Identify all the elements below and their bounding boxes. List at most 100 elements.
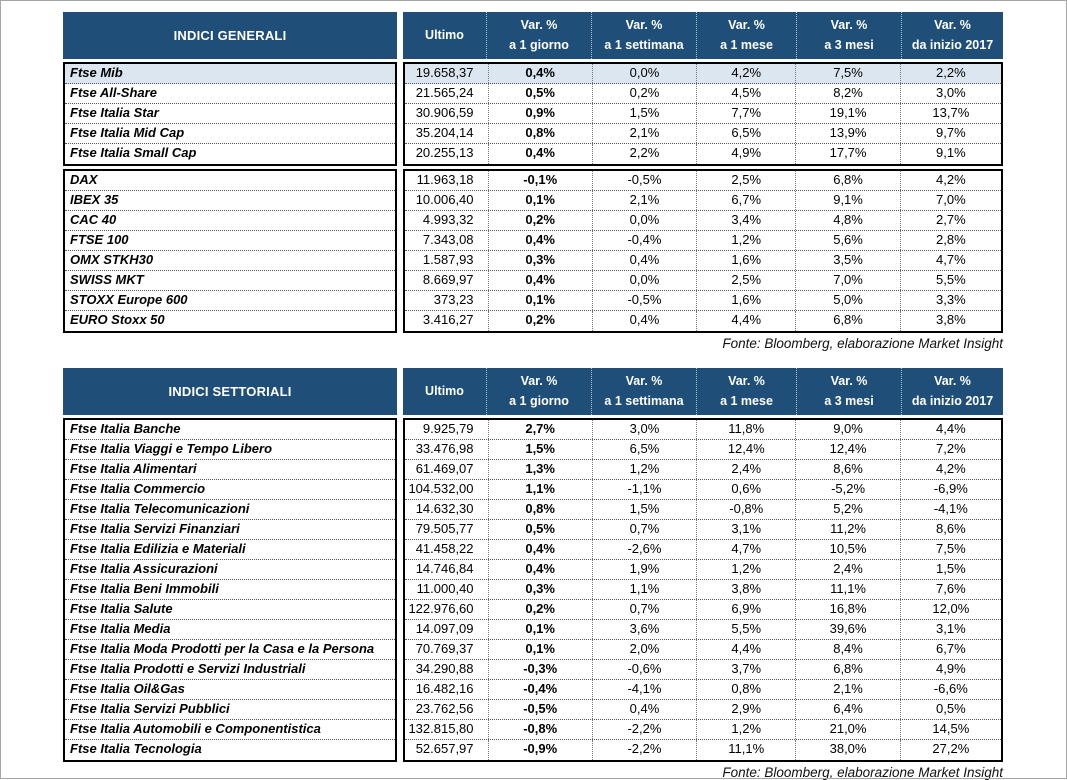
value-cell: 1.587,93 xyxy=(405,251,489,270)
value-cell: 11,1% xyxy=(697,740,797,760)
value-cell: -2,2% xyxy=(593,740,698,760)
column-header-line1: Var. % xyxy=(520,18,558,33)
value-cell: 1,5% xyxy=(593,104,698,123)
value-cell: 0,3% xyxy=(489,580,593,599)
value-cell: 1,5% xyxy=(936,561,966,576)
column-header-line2: a 1 mese xyxy=(720,393,773,408)
index-row: 4.993,32 0,2% 0,0% 3,4% 4,8% 2,7% xyxy=(405,211,1001,231)
value-cell: -0,8% xyxy=(489,720,593,739)
value-cell: 4,9% xyxy=(936,661,966,676)
column-header-var-1-giorno: Var. % a 1 giorno xyxy=(487,368,592,415)
value-cell: 7.343,08 xyxy=(405,231,489,250)
index-row: 14.632,30 0,8% 1,5% -0,8% 5,2% -4,1% xyxy=(405,500,1001,520)
value-cell: 2,9% xyxy=(697,700,797,719)
value-cell: 0,4% xyxy=(489,540,593,559)
value-cell: 8,6% xyxy=(936,521,966,536)
column-header-var-1-settimana: Var. % a 1 settimana xyxy=(592,12,697,59)
value-cell: 7,2% xyxy=(936,441,966,456)
value-cell: 0,7% xyxy=(593,520,698,539)
value-cell: 13,7% xyxy=(932,105,970,120)
value-cell: -0,5% xyxy=(489,700,593,719)
value-cell: 6,7% xyxy=(936,641,966,656)
value-cell: 0,4% xyxy=(489,231,593,250)
index-name-column: Ftse Italia Banche Ftse Italia Viaggi e T… xyxy=(63,418,397,762)
index-name-cell: Ftse All-Share xyxy=(65,84,395,104)
value-cell: 1,1% xyxy=(489,480,593,499)
value-cell: 3,8% xyxy=(697,580,797,599)
value-cell: 1,9% xyxy=(593,560,698,579)
value-cell: 11,2% xyxy=(796,520,901,539)
value-cell: 6,4% xyxy=(796,700,901,719)
index-name-cell: FTSE 100 xyxy=(65,231,395,251)
value-cell: -6,6% xyxy=(933,681,968,696)
index-row: 79.505,77 0,5% 0,7% 3,1% 11,2% 8,6% xyxy=(405,520,1001,540)
value-cell: 3,1% xyxy=(697,520,797,539)
value-cell: 27,2% xyxy=(932,741,970,756)
value-cell: 20.255,13 xyxy=(405,144,489,164)
value-cell: 12,0% xyxy=(932,601,970,616)
value-cell: 3,7% xyxy=(697,660,797,679)
index-row: 3.416,27 0,2% 0,4% 4,4% 6,8% 3,8% xyxy=(405,311,1001,331)
value-cell: 0,1% xyxy=(489,191,593,210)
value-cell: 122.976,60 xyxy=(405,600,489,619)
value-cell: 1,3% xyxy=(489,460,593,479)
value-cell: 1,5% xyxy=(489,440,593,459)
value-cell: 2,5% xyxy=(697,171,797,190)
value-cell: 2,4% xyxy=(796,560,901,579)
value-cell: -0,4% xyxy=(489,680,593,699)
index-name-cell: Ftse Italia Tecnologia xyxy=(70,741,202,756)
value-cell: 2,2% xyxy=(593,144,698,164)
value-cell: 0,1% xyxy=(489,620,593,639)
column-header-line2: a 1 mese xyxy=(720,37,773,52)
value-cell: 4,2% xyxy=(936,172,966,187)
value-cell: 34.290,88 xyxy=(405,660,489,679)
column-header-var-3-mesi: Var. % a 3 mesi xyxy=(797,368,902,415)
index-row: 61.469,07 1,3% 1,2% 2,4% 8,6% 4,2% xyxy=(405,460,1001,480)
value-cell: 3.416,27 xyxy=(405,311,489,331)
index-values-block: 11.963,18 -0,1% -0,5% 2,5% 6,8% 4,2% 10.006,40… xyxy=(403,169,1003,333)
value-cell: -0,3% xyxy=(489,660,593,679)
value-cell: -0,1% xyxy=(489,171,593,190)
value-cell: 8,2% xyxy=(796,84,901,103)
index-row: 14.746,84 0,4% 1,9% 1,2% 2,4% 1,5% xyxy=(405,560,1001,580)
index-name-cell: SWISS MKT xyxy=(65,271,395,291)
index-row: 132.815,80 -0,8% -2,2% 1,2% 21,0% 14,5% xyxy=(405,720,1001,740)
column-header-line1: Var. % xyxy=(728,18,765,33)
value-cell: 4,8% xyxy=(796,211,901,230)
index-row: 104.532,00 1,1% -1,1% 0,6% -5,2% -6,9% xyxy=(405,480,1001,500)
value-cell: 14.632,30 xyxy=(405,500,489,519)
column-header-line2: a 3 mesi xyxy=(824,37,874,52)
table-body-band: Ftse Italia Banche Ftse Italia Viaggi e T… xyxy=(63,418,1003,762)
groups: Ftse Mib Ftse All-Share Ftse Italia Star Ft… xyxy=(63,62,1003,333)
index-name-cell: Ftse Italia Moda Prodotti per la Casa e … xyxy=(65,640,395,660)
value-cell: -6,9% xyxy=(933,481,968,496)
index-values-block: 9.925,79 2,7% 3,0% 11,8% 9,0% 4,4% 33.476,98 1,… xyxy=(403,418,1003,762)
value-cell: -0,4% xyxy=(593,231,698,250)
value-cell: 21,0% xyxy=(796,720,901,739)
index-row: 9.925,79 2,7% 3,0% 11,8% 9,0% 4,4% xyxy=(405,420,1001,440)
index-name-column: DAX IBEX 35 CAC 40 FTSE 100 OMX STKH30 SWISS … xyxy=(63,169,397,333)
value-cell: 4,2% xyxy=(697,64,797,83)
value-cell: 0,4% xyxy=(593,311,698,331)
value-cell: 11,8% xyxy=(697,420,797,439)
column-header-ultimo: Ultimo xyxy=(403,12,487,59)
table-body-band: Ftse Mib Ftse All-Share Ftse Italia Star Ft… xyxy=(63,62,1003,166)
value-cell: 0,4% xyxy=(489,64,593,83)
value-cell: 2,1% xyxy=(796,680,901,699)
value-cell: 6,8% xyxy=(796,660,901,679)
value-cell: 3,4% xyxy=(697,211,797,230)
index-name-cell: STOXX Europe 600 xyxy=(65,291,395,311)
value-cell: 33.476,98 xyxy=(405,440,489,459)
column-header-line1: Var. % xyxy=(520,374,558,389)
value-cell: 19,1% xyxy=(796,104,901,123)
column-header-line2: a 1 giorno xyxy=(509,393,569,408)
index-name-cell: Ftse Italia Edilizia e Materiali xyxy=(65,540,395,560)
value-cell: 0,5% xyxy=(489,84,593,103)
value-cell: 11,1% xyxy=(796,580,901,599)
value-cell: 4,7% xyxy=(936,252,966,267)
value-cell: 9,1% xyxy=(796,191,901,210)
value-cell: 10.006,40 xyxy=(405,191,489,210)
index-name-cell: Ftse Italia Telecomunicazioni xyxy=(65,500,395,520)
column-header-var-3-mesi: Var. % a 3 mesi xyxy=(797,12,902,59)
value-cell: 2,2% xyxy=(936,65,966,80)
